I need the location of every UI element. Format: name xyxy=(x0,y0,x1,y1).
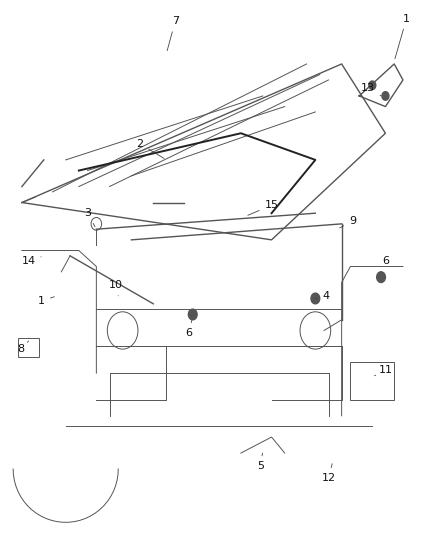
Text: 6: 6 xyxy=(380,256,389,272)
Text: 6: 6 xyxy=(185,320,192,338)
Circle shape xyxy=(382,92,389,100)
Text: 1: 1 xyxy=(38,296,54,306)
Text: 7: 7 xyxy=(167,17,179,51)
Text: 1: 1 xyxy=(395,14,410,59)
Text: 13: 13 xyxy=(361,83,381,96)
Circle shape xyxy=(188,309,197,320)
Text: 14: 14 xyxy=(21,256,41,266)
Text: 15: 15 xyxy=(248,200,279,215)
Circle shape xyxy=(369,81,376,90)
Text: 4: 4 xyxy=(315,291,330,301)
Text: 11: 11 xyxy=(374,366,392,376)
Circle shape xyxy=(311,293,320,304)
Text: 12: 12 xyxy=(321,464,336,483)
Circle shape xyxy=(377,272,385,282)
Bar xyxy=(350,362,394,400)
Text: 2: 2 xyxy=(137,139,164,158)
Text: 5: 5 xyxy=(257,453,264,471)
Text: 8: 8 xyxy=(18,341,28,354)
Text: 3: 3 xyxy=(84,208,95,227)
Text: 10: 10 xyxy=(109,280,123,296)
Text: 9: 9 xyxy=(340,216,356,228)
Bar xyxy=(18,338,39,357)
